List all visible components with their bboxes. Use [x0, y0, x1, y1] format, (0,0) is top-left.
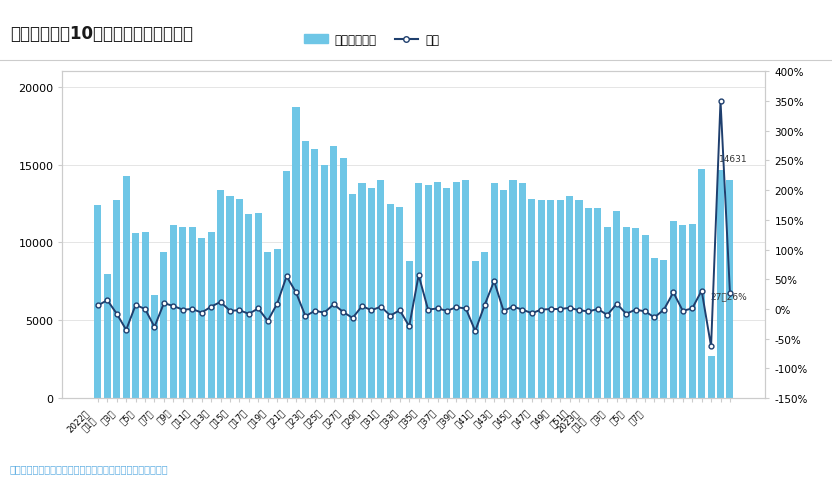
Bar — [207, 232, 215, 398]
Bar — [698, 170, 706, 398]
Bar — [519, 184, 526, 398]
Bar — [717, 171, 724, 398]
Bar — [557, 201, 563, 398]
Legend: 成交量（套）, 环比: 成交量（套）, 环比 — [300, 29, 444, 51]
Bar — [481, 252, 488, 398]
Bar — [122, 176, 130, 398]
Bar — [170, 226, 177, 398]
Bar — [424, 185, 432, 398]
Bar — [415, 184, 422, 398]
Bar — [528, 200, 535, 398]
Bar — [585, 209, 592, 398]
Bar — [339, 159, 347, 398]
Bar — [434, 182, 441, 398]
Text: 14631: 14631 — [719, 155, 747, 164]
Bar — [349, 195, 356, 398]
Bar — [613, 212, 621, 398]
Bar — [283, 171, 290, 398]
Bar — [537, 201, 545, 398]
Bar — [453, 182, 460, 398]
Bar — [670, 221, 677, 398]
Text: 图：监测重点10城二手住宅成交量情况: 图：监测重点10城二手住宅成交量情况 — [10, 25, 193, 43]
Bar — [547, 201, 554, 398]
Bar — [293, 108, 300, 398]
Bar — [141, 232, 149, 398]
Bar — [566, 196, 573, 398]
Bar — [198, 238, 206, 398]
Bar — [443, 189, 450, 398]
Bar — [491, 184, 498, 398]
Bar — [359, 184, 365, 398]
Bar — [463, 181, 469, 398]
Bar — [161, 252, 167, 398]
Bar — [94, 205, 102, 398]
Bar — [235, 200, 243, 398]
Bar — [378, 181, 384, 398]
Bar — [255, 214, 262, 398]
Bar — [132, 234, 139, 398]
Bar — [330, 146, 337, 398]
Bar — [179, 228, 186, 398]
Bar — [622, 228, 630, 398]
Bar — [113, 201, 121, 398]
Bar — [594, 209, 602, 398]
Bar — [302, 142, 309, 398]
Bar — [274, 249, 280, 398]
Bar — [679, 226, 686, 398]
Bar — [151, 296, 158, 398]
Bar — [726, 181, 734, 398]
Bar — [576, 201, 582, 398]
Bar — [509, 181, 517, 398]
Bar — [651, 259, 658, 398]
Bar — [245, 215, 252, 398]
Bar — [226, 196, 234, 398]
Bar — [661, 260, 667, 398]
Bar — [104, 274, 111, 398]
Bar — [406, 262, 413, 398]
Bar — [189, 228, 196, 398]
Bar — [641, 235, 649, 398]
Bar — [265, 252, 271, 398]
Text: 27．26%: 27．26% — [711, 292, 747, 301]
Bar — [368, 189, 375, 398]
Bar — [604, 228, 611, 398]
Bar — [632, 229, 639, 398]
Bar — [387, 204, 394, 398]
Bar — [311, 150, 319, 398]
Bar — [217, 190, 224, 398]
Bar — [472, 262, 478, 398]
Bar — [707, 357, 715, 398]
Bar — [396, 207, 404, 398]
Bar — [689, 224, 696, 398]
Bar — [500, 190, 507, 398]
Bar — [321, 165, 328, 398]
Text: 数据来源：各地住建委、房管局、诸葛找房数据研究中心整理: 数据来源：各地住建委、房管局、诸葛找房数据研究中心整理 — [10, 463, 169, 473]
